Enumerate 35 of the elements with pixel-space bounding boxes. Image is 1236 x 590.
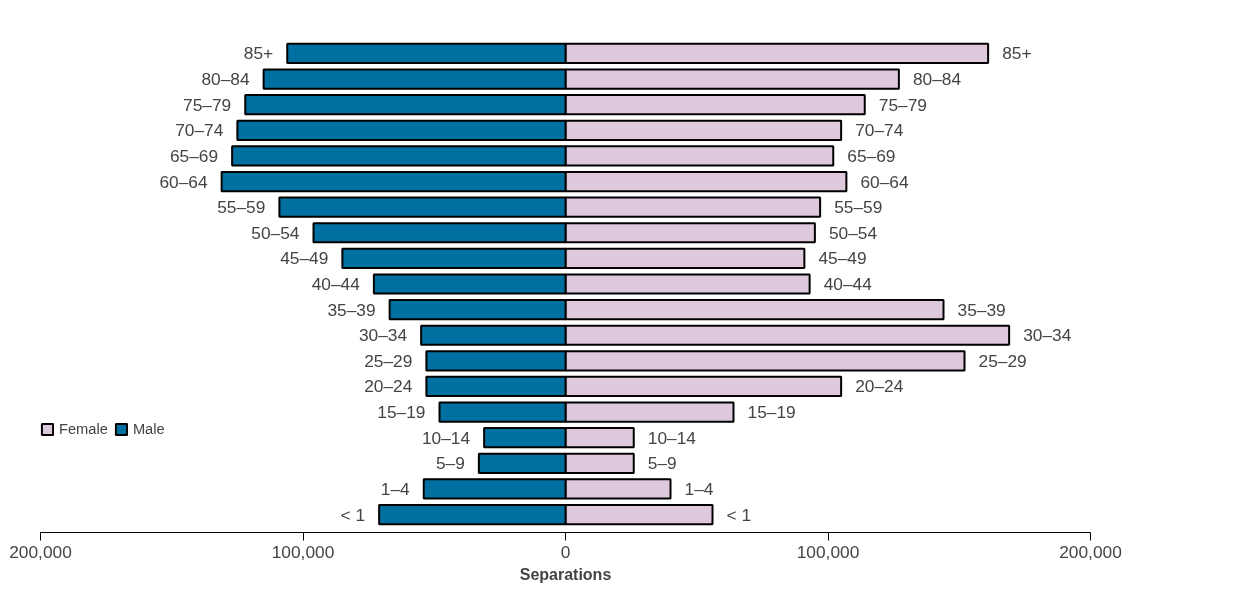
legend-label: Female xyxy=(59,421,108,437)
y-tick-label: 55–59 xyxy=(834,197,883,218)
legend-label: Male xyxy=(132,421,165,437)
x-tick-label: 0 xyxy=(560,541,571,562)
x-tick-label: 100,000 xyxy=(271,541,335,562)
category-label: 80–84 xyxy=(201,69,250,90)
y-tick-label: 25–29 xyxy=(364,350,413,371)
category-label: 25–29 xyxy=(978,350,1027,371)
category-label: 35–39 xyxy=(327,299,376,320)
y-tick-label: 50–54 xyxy=(828,222,878,243)
y-tick-label: 45–49 xyxy=(818,248,867,269)
category-label: 15–19 xyxy=(377,402,426,423)
x-axis-title: Separations xyxy=(519,565,612,583)
y-tick-label: 70–74 xyxy=(855,120,904,141)
category-label: 75–79 xyxy=(183,94,232,115)
y-tick-label: 30–34 xyxy=(358,325,408,346)
category-label: 30–34 xyxy=(1023,325,1072,346)
x-tick-label: 200,000 xyxy=(1059,541,1122,562)
category-label: 10–14 xyxy=(421,427,471,448)
category-label: 65–69 xyxy=(169,145,219,166)
category-label: 70–74 xyxy=(175,120,224,141)
x-tick-label: 100,000 xyxy=(796,541,860,562)
y-tick-label: 1–4 xyxy=(380,478,411,499)
category-label: 55–59 xyxy=(217,197,266,218)
category-label: 40–44 xyxy=(311,274,360,294)
category-label: 45–49 xyxy=(280,248,329,269)
category-label: 5–9 xyxy=(435,453,465,474)
category-label: 50–54 xyxy=(251,222,300,243)
category-label: < 1 xyxy=(340,504,366,525)
category-label: 60–64 xyxy=(159,171,208,192)
category-label: 85+ xyxy=(243,43,274,64)
y-tick-label: 40–44 xyxy=(823,274,873,294)
x-tick-label: 200,000 xyxy=(9,541,72,562)
y-tick-label: 20–24 xyxy=(364,376,413,397)
category-label: 1–4 xyxy=(684,478,714,499)
